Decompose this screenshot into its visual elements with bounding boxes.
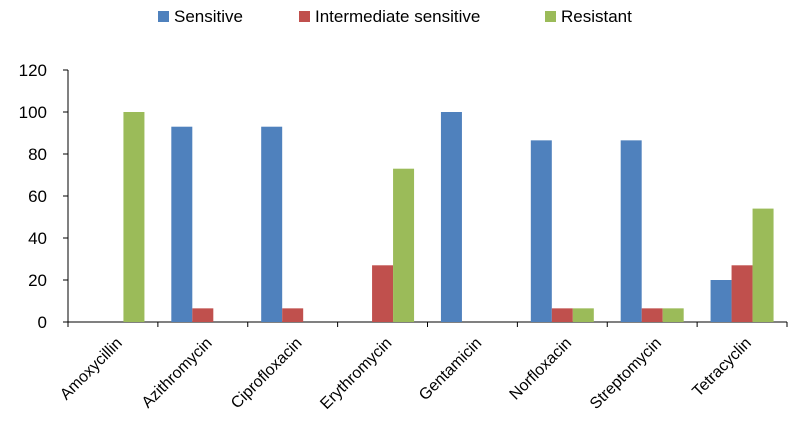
y-tick-label: 20 [28,271,47,290]
bar-sensitive-ciprofloxacin [261,126,283,322]
x-category-label: Gentamicin [416,335,485,404]
bar-intermediate-sensitive-norfloxacin [551,308,573,322]
y-axis-ticks: 0 20 40 60 80 100 120 [19,61,68,332]
bar-intermediate-sensitive-azithromycin [192,308,214,322]
bar-resistant-streptomycin [662,308,684,322]
bars [123,112,774,322]
y-tick-label: 40 [28,229,47,248]
bar-sensitive-tetracyclin [710,280,732,322]
legend-swatch-2 [545,11,556,22]
x-category-label: Norfloxacin [507,335,576,404]
y-tick-label: 60 [28,187,47,206]
x-category-label: Tetracyclin [689,335,754,400]
y-tick-label: 100 [19,103,47,122]
x-axis-categories: Amoxycillin Azithromycin Ciprofloxacin Eryt… [57,335,755,413]
bar-intermediate-sensitive-streptomycin [641,308,663,322]
legend-label-1: Intermediate sensitive [315,7,480,26]
x-category-label: Azithromycin [139,335,216,412]
x-category-label: Erythromycin [317,335,395,413]
y-tick-label: 80 [28,145,47,164]
legend-swatch-0 [158,11,169,22]
x-category-label: Ciprofloxacin [228,335,305,412]
y-tick-label: 0 [38,313,47,332]
bar-intermediate-sensitive-tetracyclin [731,265,753,322]
legend-label-0: Sensitive [174,7,243,26]
x-category-label: Streptomycin [587,335,665,413]
bar-sensitive-streptomycin [620,140,642,322]
bar-intermediate-sensitive-ciprofloxacin [282,308,304,322]
bar-sensitive-norfloxacin [530,140,552,322]
legend-swatch-1 [299,11,310,22]
bar-resistant-erythromycin [393,168,415,322]
y-tick-label: 120 [19,61,47,80]
bar-resistant-tetracyclin [752,208,774,322]
legend-label-2: Resistant [561,7,632,26]
bar-sensitive-azithromycin [171,126,193,322]
bar-resistant-norfloxacin [572,308,594,322]
bar-intermediate-sensitive-erythromycin [372,265,394,322]
legend: Sensitive Intermediate sensitive Resistant [158,7,632,26]
bar-resistant-amoxycillin [123,112,145,322]
bar-sensitive-gentamicin [440,112,462,322]
x-category-label: Amoxycillin [57,335,126,404]
